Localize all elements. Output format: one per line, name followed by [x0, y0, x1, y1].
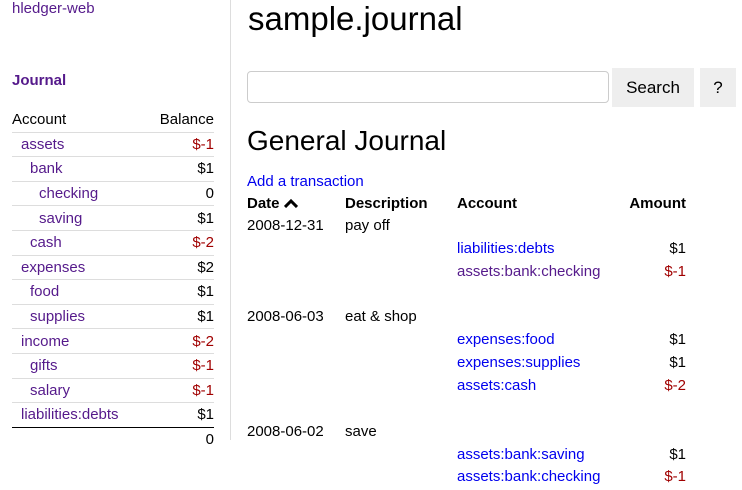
account-link[interactable]: assets	[21, 135, 65, 153]
account-link[interactable]: checking	[39, 185, 99, 203]
posting-row: assets:bank:checking $-1	[0, 468, 742, 490]
posting-amount: $1	[669, 354, 686, 372]
posting-row: assets:bank:saving $1	[0, 446, 742, 468]
transaction-description: eat & shop	[345, 308, 417, 326]
account-link[interactable]: income	[21, 332, 70, 350]
sidebar: hledger-web Journal Account Balance asse…	[0, 0, 231, 452]
account-link[interactable]: saving	[39, 209, 83, 227]
search-button[interactable]: Search	[612, 68, 694, 107]
journal-link[interactable]: Journal	[12, 72, 67, 89]
account-link[interactable]: salary	[30, 381, 71, 399]
posting-account-link[interactable]: assets:cash	[457, 376, 537, 394]
posting-amount: $1	[669, 445, 686, 463]
posting-row: expenses:food $1	[0, 331, 742, 353]
add-transaction-link[interactable]: Add a transaction	[247, 173, 364, 190]
posting-account-link[interactable]: assets:bank:checking	[457, 262, 601, 280]
posting-account-link[interactable]: assets:bank:checking	[457, 468, 601, 486]
account-row: supplies $1	[12, 303, 214, 329]
posting-account-link[interactable]: expenses:food	[457, 331, 555, 349]
posting-row: assets:bank:checking $-1	[0, 263, 742, 285]
transaction-description: pay off	[345, 217, 390, 234]
account-balance: $2	[145, 254, 214, 280]
account-link[interactable]: cash	[30, 234, 62, 252]
account-link[interactable]: bank	[30, 160, 63, 178]
transaction-date: 2008-12-31	[247, 217, 324, 234]
transaction-row: 2008-06-03 eat & shop	[0, 308, 742, 330]
account-balance: $1	[145, 402, 214, 428]
account-balance: $1	[145, 156, 214, 182]
accounts-table: Account Balance assets $-1 bank $1 checking 0…	[12, 108, 214, 452]
transaction-row: 2008-12-31 pay off	[0, 217, 742, 239]
account-row: bank $1	[12, 156, 214, 182]
account-link[interactable]: expenses	[21, 258, 86, 276]
page-title: sample.journal	[248, 0, 463, 37]
account-link[interactable]: supplies	[30, 308, 86, 326]
account-balance: $-1	[145, 352, 214, 379]
account-column-header: Account	[457, 195, 517, 212]
brand-link[interactable]: hledger-web	[12, 0, 95, 17]
account-balance: $-2	[145, 229, 214, 256]
total-balance: 0	[145, 426, 214, 452]
account-balance: $1	[145, 279, 214, 305]
posting-row: assets:cash $-2	[0, 377, 742, 399]
posting-amount: $1	[669, 240, 686, 257]
account-balance: $-1	[145, 131, 214, 157]
account-balance: $-1	[145, 377, 214, 403]
account-balance: $1	[145, 303, 214, 329]
account-link[interactable]: liabilities:debts	[21, 406, 119, 424]
posting-amount: $1	[669, 331, 686, 349]
chevron-up-icon	[283, 198, 298, 209]
date-column-header[interactable]: Date	[247, 195, 298, 212]
transaction-date: 2008-06-03	[247, 308, 324, 326]
account-row: gifts $-1	[12, 352, 214, 379]
posting-row: liabilities:debts $1	[0, 240, 742, 262]
help-button[interactable]: ?	[700, 68, 736, 107]
posting-amount: $-1	[664, 262, 686, 280]
search-input[interactable]	[247, 71, 609, 103]
posting-account-link[interactable]: assets:bank:saving	[457, 445, 585, 463]
posting-account-link[interactable]: liabilities:debts	[457, 240, 555, 257]
account-row: food $1	[12, 279, 214, 305]
account-row: liabilities:debts $1	[12, 402, 214, 428]
journal-heading: General Journal	[247, 125, 447, 156]
journal-header-row: Date Description Account Amount	[0, 195, 742, 217]
account-row: checking 0	[12, 180, 214, 206]
account-link[interactable]: food	[30, 283, 60, 301]
posting-account-link[interactable]: expenses:supplies	[457, 354, 581, 372]
account-balance: $1	[145, 205, 214, 231]
amount-column-header: Amount	[629, 195, 686, 212]
account-row: salary $-1	[12, 377, 214, 403]
balance-header: Balance	[159, 111, 214, 129]
account-link[interactable]: gifts	[30, 357, 58, 375]
transaction-description: save	[345, 422, 377, 440]
posting-row: expenses:supplies $1	[0, 354, 742, 376]
transaction-date: 2008-06-02	[247, 422, 324, 440]
account-balance: $-2	[145, 328, 214, 354]
posting-amount: $-1	[664, 468, 686, 486]
account-row: income $-2	[12, 328, 214, 354]
account-row: saving $1	[12, 205, 214, 231]
account-row: assets $-1	[12, 131, 214, 157]
posting-amount: $-2	[664, 376, 686, 394]
account-row: cash $-2	[12, 229, 214, 256]
description-column-header: Description	[345, 195, 428, 212]
account-balance: 0	[145, 180, 214, 206]
account-header: Account	[12, 111, 67, 129]
account-row: expenses $2	[12, 254, 214, 280]
transaction-row: 2008-06-02 save	[0, 423, 742, 445]
